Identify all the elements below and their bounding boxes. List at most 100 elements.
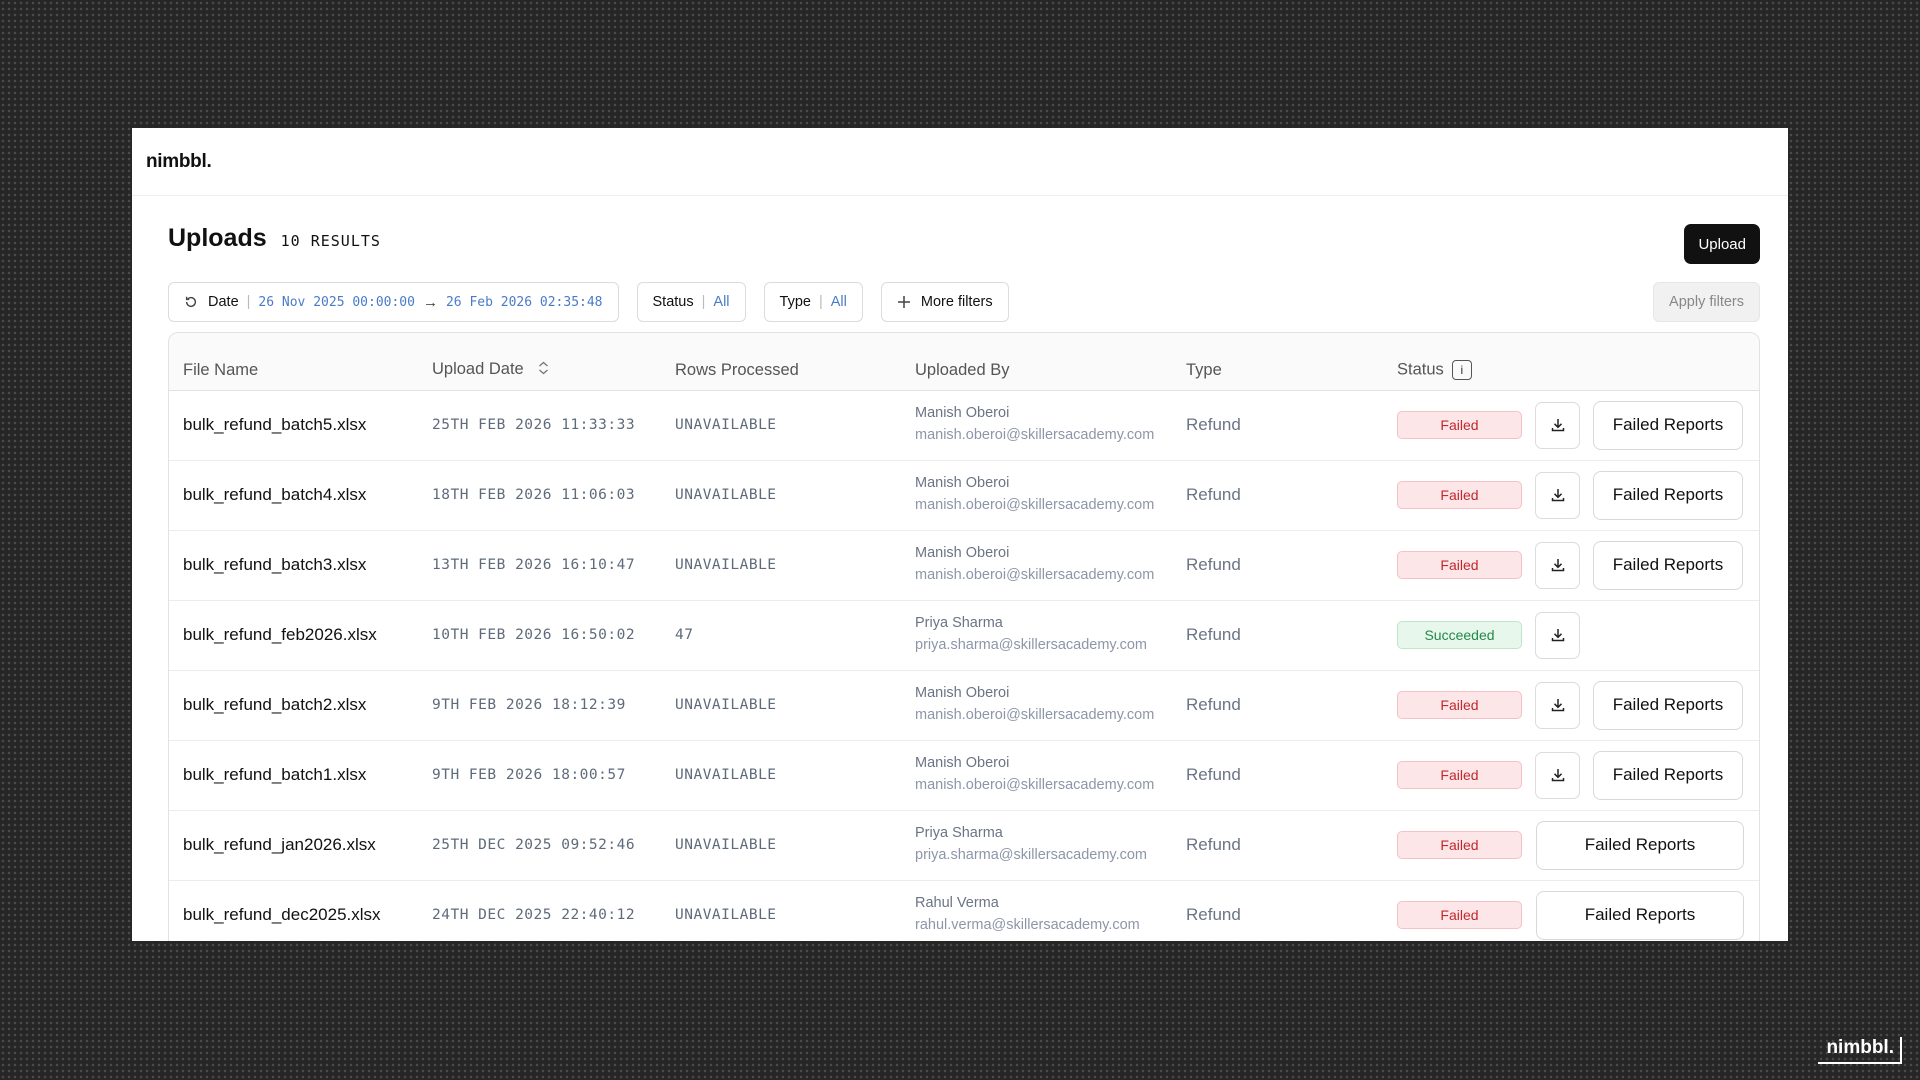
uploader-email: manish.oberoi@skillersacademy.com <box>915 427 1155 443</box>
uploader-name: Manish Oberoi <box>915 475 1010 491</box>
upload-type: Refund <box>1172 740 1383 811</box>
upload-date: 25TH FEB 2026 11:33:33 <box>418 390 661 461</box>
top-bar: nimbbl. <box>132 128 1788 196</box>
upload-date: 10TH FEB 2026 16:50:02 <box>418 600 661 671</box>
rows-processed: UNAVAILABLE <box>661 740 901 811</box>
type-filter-value: All <box>830 294 847 310</box>
file-name: bulk_refund_batch5.xlsx <box>169 390 418 461</box>
status-cell: Failed Failed Reports <box>1397 741 1759 810</box>
status-column: Failed Failed Reports <box>1383 530 1759 601</box>
uploaded-by: Manish Oberoi manish.oberoi@skillersacade… <box>901 390 1172 461</box>
brand-watermark: nimbbl. <box>1818 1037 1902 1064</box>
status-column: Failed Failed Reports <box>1383 740 1759 811</box>
type-filter[interactable]: Type | All <box>763 282 863 322</box>
uploader-name: Rahul Verma <box>915 895 999 911</box>
download-icon <box>1550 487 1566 503</box>
date-from: 26 Nov 2025 00:00:00 <box>258 294 415 310</box>
file-name: bulk_refund_batch1.xlsx <box>169 740 418 811</box>
table-row[interactable]: bulk_refund_batch3.xlsx 13TH FEB 2026 16:… <box>169 530 1759 601</box>
file-name: bulk_refund_batch2.xlsx <box>169 670 418 741</box>
table-row[interactable]: bulk_refund_jan2026.xlsx 25TH DEC 2025 09… <box>169 810 1759 881</box>
sort-icon[interactable] <box>538 361 549 380</box>
divider: | <box>701 294 706 310</box>
table-row[interactable]: bulk_refund_dec2025.xlsx 24TH DEC 2025 22… <box>169 880 1759 941</box>
download-button[interactable] <box>1535 401 1580 449</box>
status-cell: Failed Failed Reports <box>1397 671 1759 740</box>
uploads-table: File Name Upload Date Rows Processed Upl… <box>168 332 1760 941</box>
status-badge: Failed <box>1397 481 1522 509</box>
apply-filters-button[interactable]: Apply filters <box>1653 282 1760 322</box>
reset-icon[interactable] <box>184 295 198 309</box>
download-button[interactable] <box>1535 471 1580 519</box>
rows-processed: UNAVAILABLE <box>661 670 901 741</box>
upload-date: 24TH DEC 2025 22:40:12 <box>418 880 661 941</box>
upload-type: Refund <box>1172 460 1383 531</box>
status-badge: Failed <box>1397 901 1522 929</box>
arrow-right-icon: → <box>422 293 438 311</box>
uploaded-by: Priya Sharma priya.sharma@skillersacademy… <box>901 600 1172 671</box>
download-button[interactable] <box>1535 751 1580 799</box>
status-cell: Succeeded <box>1397 601 1759 670</box>
status-filter[interactable]: Status | All <box>636 282 746 322</box>
filter-bar: Date | 26 Nov 2025 00:00:00 → 26 Feb 202… <box>168 281 1760 323</box>
download-button[interactable] <box>1535 541 1580 589</box>
failed-reports-button[interactable]: Failed Reports <box>1536 890 1744 940</box>
table-header-row: File Name Upload Date Rows Processed Upl… <box>169 333 1759 391</box>
upload-button[interactable]: Upload <box>1684 224 1760 264</box>
date-filter[interactable]: Date | 26 Nov 2025 00:00:00 → 26 Feb 202… <box>168 282 619 322</box>
column-header-upload-date[interactable]: Upload Date <box>418 333 661 391</box>
divider: | <box>246 294 251 310</box>
failed-reports-button[interactable]: Failed Reports <box>1593 470 1743 520</box>
table-row[interactable]: bulk_refund_batch1.xlsx 9TH FEB 2026 18:0… <box>169 740 1759 811</box>
logo: nimbbl. <box>146 150 212 172</box>
failed-reports-button[interactable]: Failed Reports <box>1536 820 1744 870</box>
table-row[interactable]: bulk_refund_batch5.xlsx 25TH FEB 2026 11:… <box>169 390 1759 461</box>
results-count: 10 RESULTS <box>280 232 381 250</box>
status-badge: Failed <box>1397 551 1522 579</box>
upload-date: 9TH FEB 2026 18:12:39 <box>418 670 661 741</box>
rows-processed: UNAVAILABLE <box>661 460 901 531</box>
download-icon <box>1550 417 1566 433</box>
table-row[interactable]: bulk_refund_feb2026.xlsx 10TH FEB 2026 16… <box>169 600 1759 671</box>
file-name: bulk_refund_feb2026.xlsx <box>169 600 418 671</box>
table-row[interactable]: bulk_refund_batch4.xlsx 18TH FEB 2026 11:… <box>169 460 1759 531</box>
upload-type: Refund <box>1172 600 1383 671</box>
column-header-type: Type <box>1172 333 1383 391</box>
status-column: Failed Failed Reports <box>1383 670 1759 741</box>
download-icon <box>1550 557 1566 573</box>
page-title: Uploads <box>168 224 267 252</box>
failed-reports-button[interactable]: Failed Reports <box>1593 680 1743 730</box>
upload-date: 25TH DEC 2025 09:52:46 <box>418 810 661 881</box>
status-filter-label: Status <box>652 294 694 310</box>
table-row[interactable]: bulk_refund_batch2.xlsx 9TH FEB 2026 18:1… <box>169 670 1759 741</box>
uploaded-by: Rahul Verma rahul.verma@skillersacademy.c… <box>901 880 1172 941</box>
info-icon[interactable]: i <box>1451 359 1472 380</box>
file-name: bulk_refund_jan2026.xlsx <box>169 810 418 881</box>
failed-reports-button[interactable]: Failed Reports <box>1593 750 1743 800</box>
download-button[interactable] <box>1535 611 1580 659</box>
uploader-email: manish.oberoi@skillersacademy.com <box>915 777 1155 793</box>
rows-processed: UNAVAILABLE <box>661 880 901 941</box>
status-badge: Succeeded <box>1397 621 1522 649</box>
rows-processed: UNAVAILABLE <box>661 390 901 461</box>
download-icon <box>1550 767 1566 783</box>
rows-processed: UNAVAILABLE <box>661 810 901 881</box>
failed-reports-button[interactable]: Failed Reports <box>1593 400 1743 450</box>
status-badge: Failed <box>1397 411 1522 439</box>
divider: | <box>818 294 823 310</box>
status-badge: Failed <box>1397 691 1522 719</box>
download-button[interactable] <box>1535 681 1580 729</box>
status-cell: Failed Failed Reports <box>1397 811 1759 880</box>
column-header-file-name: File Name <box>169 333 418 391</box>
failed-reports-button[interactable]: Failed Reports <box>1593 540 1743 590</box>
uploader-email: priya.sharma@skillersacademy.com <box>915 847 1148 863</box>
uploader-name: Priya Sharma <box>915 825 1003 841</box>
column-header-status: Status i <box>1383 333 1759 391</box>
status-column: Failed Failed Reports <box>1383 460 1759 531</box>
upload-date: 13TH FEB 2026 16:10:47 <box>418 530 661 601</box>
upload-date: 9TH FEB 2026 18:00:57 <box>418 740 661 811</box>
status-cell: Failed Failed Reports <box>1397 461 1759 530</box>
column-header-rows-processed: Rows Processed <box>661 333 901 391</box>
more-filters-button[interactable]: More filters <box>880 282 1009 322</box>
uploader-name: Manish Oberoi <box>915 545 1010 561</box>
